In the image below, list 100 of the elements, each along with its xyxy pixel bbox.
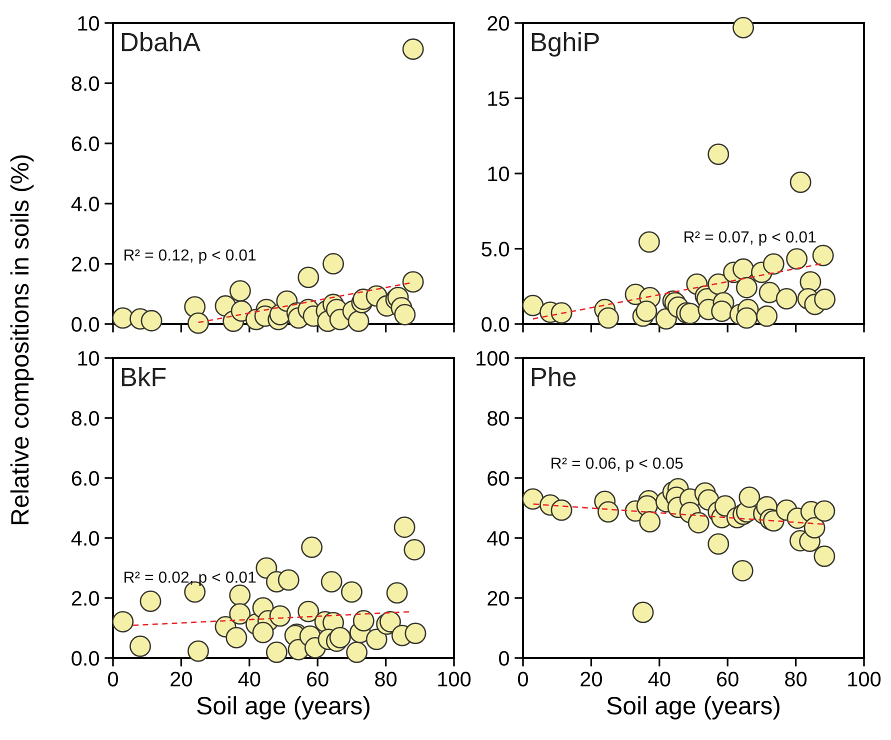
x-tick-label: 20 <box>170 672 192 686</box>
y-tick-label: 100 <box>476 351 509 366</box>
annotation: R² = 0.02, p < 0.01 <box>124 572 256 586</box>
point <box>269 605 291 627</box>
y-tick-label: 20 <box>488 591 509 606</box>
point <box>732 16 754 38</box>
point <box>756 305 778 327</box>
point <box>790 171 812 193</box>
point <box>738 486 760 508</box>
point <box>187 312 210 334</box>
point <box>340 581 362 603</box>
x-tick-label: 60 <box>717 672 738 686</box>
chart-title: BghiP <box>532 32 599 57</box>
chart-title: BkF <box>122 367 166 386</box>
point <box>278 569 300 591</box>
point <box>140 310 162 332</box>
point <box>298 600 320 622</box>
y-tick-label: 20 <box>488 16 509 31</box>
point <box>597 501 620 523</box>
point <box>226 626 248 648</box>
point <box>786 248 808 270</box>
annotation: R² = 0.12, p < 0.01 <box>124 249 256 264</box>
point <box>301 536 323 558</box>
y-tick-label: 2.0 <box>72 591 99 606</box>
point <box>522 488 544 510</box>
point <box>352 610 374 632</box>
point <box>229 584 251 606</box>
x-axis-title: Soil age (years) <box>607 696 780 720</box>
x-tick-label: 0 <box>518 672 528 686</box>
point <box>402 38 424 60</box>
point <box>229 603 251 625</box>
point <box>550 499 572 521</box>
y-tick-label: 4.0 <box>71 531 99 546</box>
point <box>732 560 754 582</box>
point <box>812 244 834 266</box>
point <box>229 280 251 302</box>
x-tick-label: 80 <box>785 672 807 686</box>
y-tick-label: 60 <box>488 471 509 486</box>
point <box>639 511 661 533</box>
x-tick-label: 20 <box>580 672 602 686</box>
point <box>736 307 758 329</box>
y-tick-label: 8.0 <box>72 76 99 91</box>
point <box>638 231 660 253</box>
y-tick-label: 4.0 <box>71 196 99 212</box>
point <box>140 590 162 612</box>
y-tick-label: 5.0 <box>482 242 509 257</box>
x-tick-label: 100 <box>438 672 471 686</box>
y-tick-label: 2.0 <box>72 256 99 272</box>
point <box>130 636 152 658</box>
x-tick-label: 0 <box>108 672 118 686</box>
point <box>112 307 134 329</box>
y-tick-label: 0.0 <box>72 317 99 332</box>
point <box>112 610 134 632</box>
point <box>348 310 370 332</box>
point <box>708 533 730 555</box>
point <box>404 538 426 560</box>
point <box>320 571 342 593</box>
y-tick-label: 0.0 <box>482 317 509 332</box>
y-tick-label: 10 <box>78 16 99 31</box>
y-axis-title: Relative compositions in soils (%) <box>10 155 34 524</box>
point <box>298 266 320 288</box>
point <box>266 642 288 664</box>
x-axis-title: Soil age (years) <box>197 696 370 720</box>
y-tick-label: 6.0 <box>72 471 99 486</box>
y-tick-label: 10 <box>78 351 99 366</box>
point <box>688 512 710 534</box>
chart-title: DbahA <box>122 32 200 52</box>
point <box>758 282 780 304</box>
y-tick-label: 15 <box>488 91 509 106</box>
point <box>804 517 826 539</box>
point <box>366 628 388 650</box>
point <box>252 622 274 644</box>
y-tick-label: 6.0 <box>72 136 99 152</box>
y-tick-label: 10 <box>488 166 509 182</box>
point <box>394 304 416 326</box>
point <box>679 302 701 324</box>
point <box>394 516 416 538</box>
point <box>814 288 836 310</box>
point <box>402 271 424 293</box>
point <box>711 300 733 322</box>
point <box>346 642 368 664</box>
annotation: R² = 0.06, p < 0.05 <box>552 458 683 472</box>
point <box>762 253 784 275</box>
point <box>404 622 426 644</box>
point <box>776 288 798 310</box>
x-tick-label: 100 <box>848 672 881 686</box>
y-tick-label: 40 <box>487 531 509 546</box>
x-tick-label: 40 <box>648 672 670 686</box>
point <box>636 300 658 322</box>
point <box>736 276 758 298</box>
point <box>814 546 836 568</box>
point <box>386 582 408 604</box>
x-tick-label: 60 <box>307 672 328 686</box>
y-tick-label: 0.0 <box>72 651 99 666</box>
point <box>329 626 351 648</box>
y-tick-label: 80 <box>488 411 509 426</box>
x-tick-label: 40 <box>238 672 260 686</box>
point <box>632 602 654 624</box>
point <box>597 307 620 329</box>
chart-title: Phe <box>532 367 576 386</box>
